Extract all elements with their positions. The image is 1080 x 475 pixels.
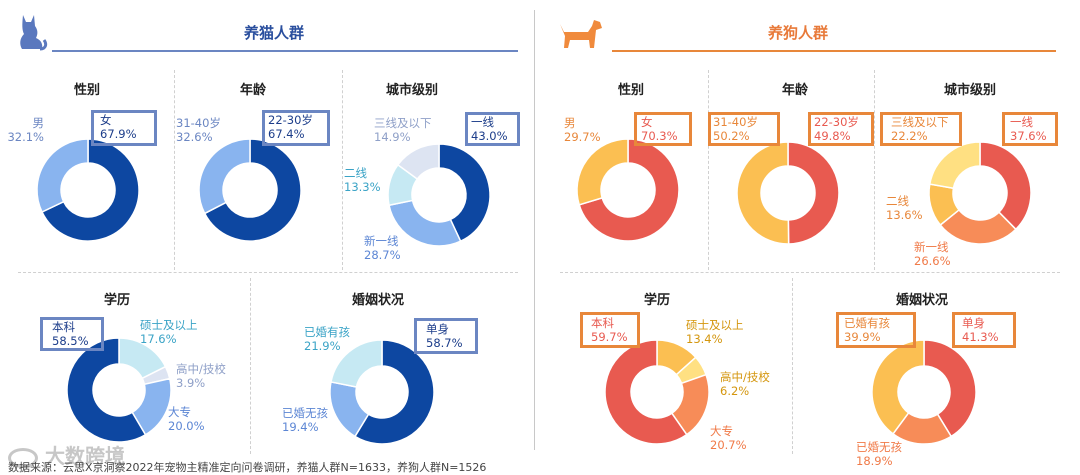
slice-label: 三线及以下 14.9% [374,116,432,144]
donut-slice [353,339,435,445]
cat-icon [20,15,48,51]
slice-label: 本科 59.7% [591,316,628,344]
divider [342,70,343,270]
highlight-box [465,112,520,146]
dog-marital-donut [871,339,977,445]
donut-slice [578,138,680,242]
chart-title: 性别 [617,83,644,98]
dog-edu-donut [604,339,710,445]
divider [174,70,175,270]
chart-title: 婚姻状况 [351,293,404,308]
slice-label: 硕士及以上 17.6% [140,318,198,346]
donut-slice [576,138,629,206]
slice-label: 31-40岁 32.6% [176,116,221,144]
donut-slice [66,337,147,443]
donut-slice [198,138,251,215]
chart-title: 学历 [103,293,130,308]
slice-label: 高中/技校 6.2% [720,370,770,398]
highlight-box [808,112,874,146]
donut-slice [736,141,790,245]
slice-label: 大专 20.0% [168,405,205,433]
slice-label: 女 67.9% [100,113,137,141]
dog-city-donut [928,141,1032,245]
chart-title: 城市级别 [385,83,438,98]
donut-slice [40,138,140,242]
slice-label: 22-30岁 49.8% [814,115,859,143]
chart-title: 城市级别 [943,83,996,98]
slice-label: 单身 58.7% [426,322,463,350]
divider [874,70,875,270]
slice-label: 已婚无孩 18.9% [856,440,902,468]
highlight-box [952,312,1016,348]
slice-label: 男 29.7% [564,116,601,144]
cat-header-title: 养猫人群 [244,24,305,42]
donut-slice [923,339,977,438]
cat-age-donut [198,138,302,242]
highlight-box [262,110,330,146]
slice-label: 31-40岁 50.2% [713,115,758,143]
highlight-box [634,112,692,146]
donut-slice [928,141,981,190]
watermark-text: 大数跨境 [44,444,125,468]
highlight-box [414,318,478,354]
highlight-box [1002,112,1058,146]
divider [792,278,793,454]
slice-label: 大专 20.7% [710,424,747,452]
slice-label: 新一线 28.7% [364,234,401,262]
donut-slice [438,143,491,243]
chart-title: 年龄 [781,83,808,98]
divider [560,272,1060,273]
divider [18,272,518,273]
slice-label: 已婚有孩 21.9% [304,325,350,353]
highlight-box [580,312,640,348]
chart-title: 年龄 [239,83,266,98]
donut-slice [396,143,440,181]
slice-label: 二线 13.3% [344,166,381,194]
donut-slice [36,138,89,214]
highlight-box [708,112,780,146]
highlight-box [40,317,104,351]
dog-age-donut [736,141,840,245]
highlight-box [880,112,962,146]
donut-slice [979,141,1032,231]
donut-slice [203,138,302,242]
donut-slice [871,339,925,435]
slice-label: 一线 43.0% [471,115,508,143]
chart-title: 学历 [643,293,670,308]
logo-icon [8,447,38,468]
cat-marital-donut [329,339,435,445]
slice-label: 单身 41.3% [962,316,999,344]
cat-gender-donut [36,138,140,242]
slice-label: 一线 37.6% [1010,115,1047,143]
slice-label: 三线及以下 22.2% [891,115,949,143]
cat-edu-donut [66,337,172,443]
cat-city-donut [387,143,491,247]
donut-slice [330,339,383,388]
slice-label: 二线 13.6% [886,194,923,222]
highlight-box [91,110,157,146]
cat-header-line [52,50,518,52]
chart-title: 性别 [73,83,100,98]
slice-label: 新一线 26.6% [914,240,951,268]
slice-label: 已婚无孩 19.4% [282,406,328,434]
source-note: 数据来源：云思X京洞察2022年宠物主精准定向问卷调研，养猫人群N=1633，养… [8,461,487,474]
divider [708,70,709,270]
dog-header-line [612,50,1056,52]
chart-title: 婚姻状况 [895,293,948,308]
donut-slice [787,141,840,245]
dog-header-title: 养狗人群 [768,24,829,42]
slice-label: 高中/技校 3.9% [176,362,226,390]
dog-gender-donut [576,138,680,242]
watermark-logo: 大数跨境 [8,440,125,469]
dog-icon [560,20,602,48]
highlight-box [836,312,916,348]
slice-label: 硕士及以上 13.4% [686,318,744,346]
slice-label: 本科 58.5% [52,320,89,348]
slice-label: 已婚有孩 39.9% [844,316,890,344]
slice-label: 22-30岁 67.4% [268,113,313,141]
divider [250,278,251,454]
slice-label: 女 70.3% [641,115,678,143]
center-divider [534,10,535,450]
